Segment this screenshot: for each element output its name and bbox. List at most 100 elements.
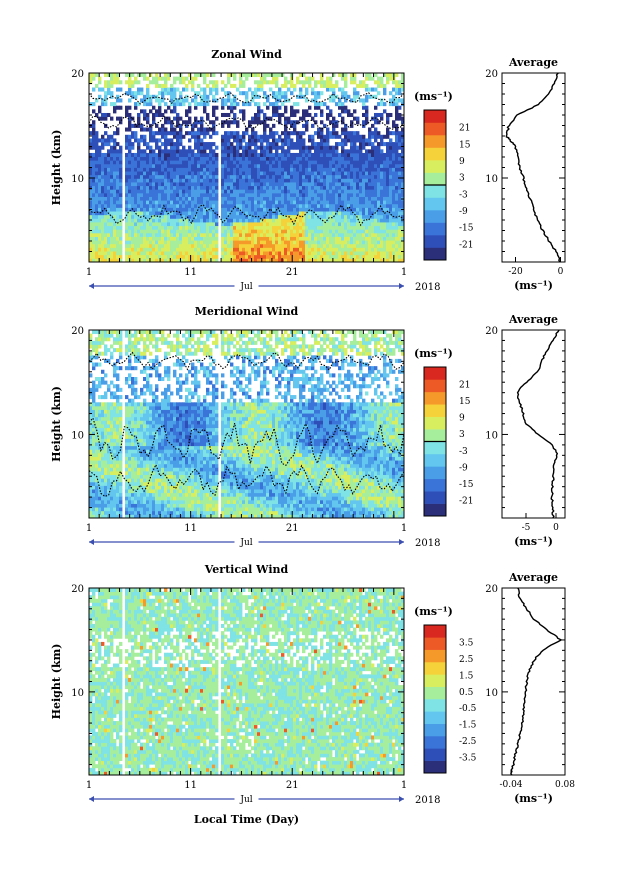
heatmap-cell [374,88,377,92]
heatmap-cell [281,102,284,106]
heatmap-cell [299,149,302,153]
heatmap-cell [191,135,194,139]
heatmap-cell [125,330,128,334]
heatmap-cell [350,189,353,193]
heatmap-cell [344,189,347,193]
heatmap-cell [89,77,92,81]
heatmap-cell [173,237,176,241]
heatmap-cell [365,207,368,211]
heatmap-cell [113,160,116,164]
heatmap-cell [119,160,122,164]
heatmap-cell [287,120,290,124]
heatmap-cell [326,153,329,157]
heatmap-cell [185,149,188,153]
heatmap-cell [125,381,128,385]
heatmap-cell [188,240,191,244]
heatmap-cell [290,247,293,251]
heatmap-cell [215,193,218,197]
heatmap-cell [212,197,215,201]
heatmap-cell [347,135,350,139]
heatmap-cell [161,226,164,230]
heatmap-cell [140,175,143,179]
heatmap-cell [164,193,167,197]
heatmap-cell [254,138,257,142]
heatmap-cell [92,464,95,468]
heatmap-cell [341,215,344,219]
heatmap-cell [302,164,305,168]
heatmap-cell [266,178,269,182]
heatmap-cell [260,138,263,142]
heatmap-cell [140,211,143,215]
heatmap-cell [95,222,98,226]
heatmap-cell [227,233,230,237]
heatmap-cell [266,73,269,77]
heatmap-cell [191,237,194,241]
heatmap-cell [128,113,131,117]
heatmap-cell [92,446,95,450]
heatmap-cell [191,80,194,84]
heatmap-cell [116,428,119,432]
heatmap-cell [95,417,98,421]
heatmap-cell [335,84,338,88]
heatmap-cell [116,80,119,84]
heatmap-cell [329,255,332,259]
heatmap-cell [227,120,230,124]
heatmap-cell [308,149,311,153]
heatmap-cell [95,149,98,153]
heatmap-cell [395,255,398,259]
heatmap-cell [125,218,128,222]
heatmap-cell [389,200,392,204]
heatmap-cell [380,164,383,168]
heatmap-cell [374,168,377,172]
heatmap-cell [305,207,308,211]
heatmap-cell [296,197,299,201]
heatmap-cell [128,449,131,453]
heatmap-cell [350,153,353,157]
heatmap-cell [305,77,308,81]
heatmap-cell [182,193,185,197]
heatmap-cell [131,84,134,88]
heatmap-cell [386,73,389,77]
heatmap-cell [242,164,245,168]
heatmap-cell [233,164,236,168]
heatmap-cell [314,197,317,201]
heatmap-cell [149,109,152,113]
colorbar-swatch [424,185,446,198]
heatmap-cell [350,182,353,186]
heatmap-cell [389,233,392,237]
heatmap-cell [89,178,92,182]
heatmap-cell [254,117,257,121]
heatmap-cell [206,244,209,248]
heatmap-cell [359,149,362,153]
heatmap-cell [152,117,155,121]
heatmap-cell [95,471,98,475]
heatmap-cell [164,149,167,153]
heatmap-cell [386,237,389,241]
heatmap-cell [233,178,236,182]
heatmap-cell [320,160,323,164]
heatmap-cell [98,229,101,233]
heatmap-cell [170,164,173,168]
heatmap-cell [263,124,266,128]
heatmap-cell [329,146,332,150]
heatmap-cell [164,178,167,182]
heatmap-cell [329,164,332,168]
heatmap-cell [98,153,101,157]
heatmap-cell [185,251,188,255]
heatmap-cell [329,251,332,255]
heatmap-cell [239,138,242,142]
heatmap-cell [125,142,128,146]
heatmap-cell [107,222,110,226]
heatmap-cell [98,384,101,388]
heatmap-cell [140,182,143,186]
heatmap-cell [194,233,197,237]
heatmap-cell [272,200,275,204]
heatmap-cell [362,106,365,110]
heatmap-cell [137,182,140,186]
heatmap-cell [260,229,263,233]
heatmap-cell [296,120,299,124]
heatmap-cell [332,204,335,208]
heatmap-cell [185,186,188,190]
heatmap-cell [215,117,218,121]
heatmap-cell [158,189,161,193]
